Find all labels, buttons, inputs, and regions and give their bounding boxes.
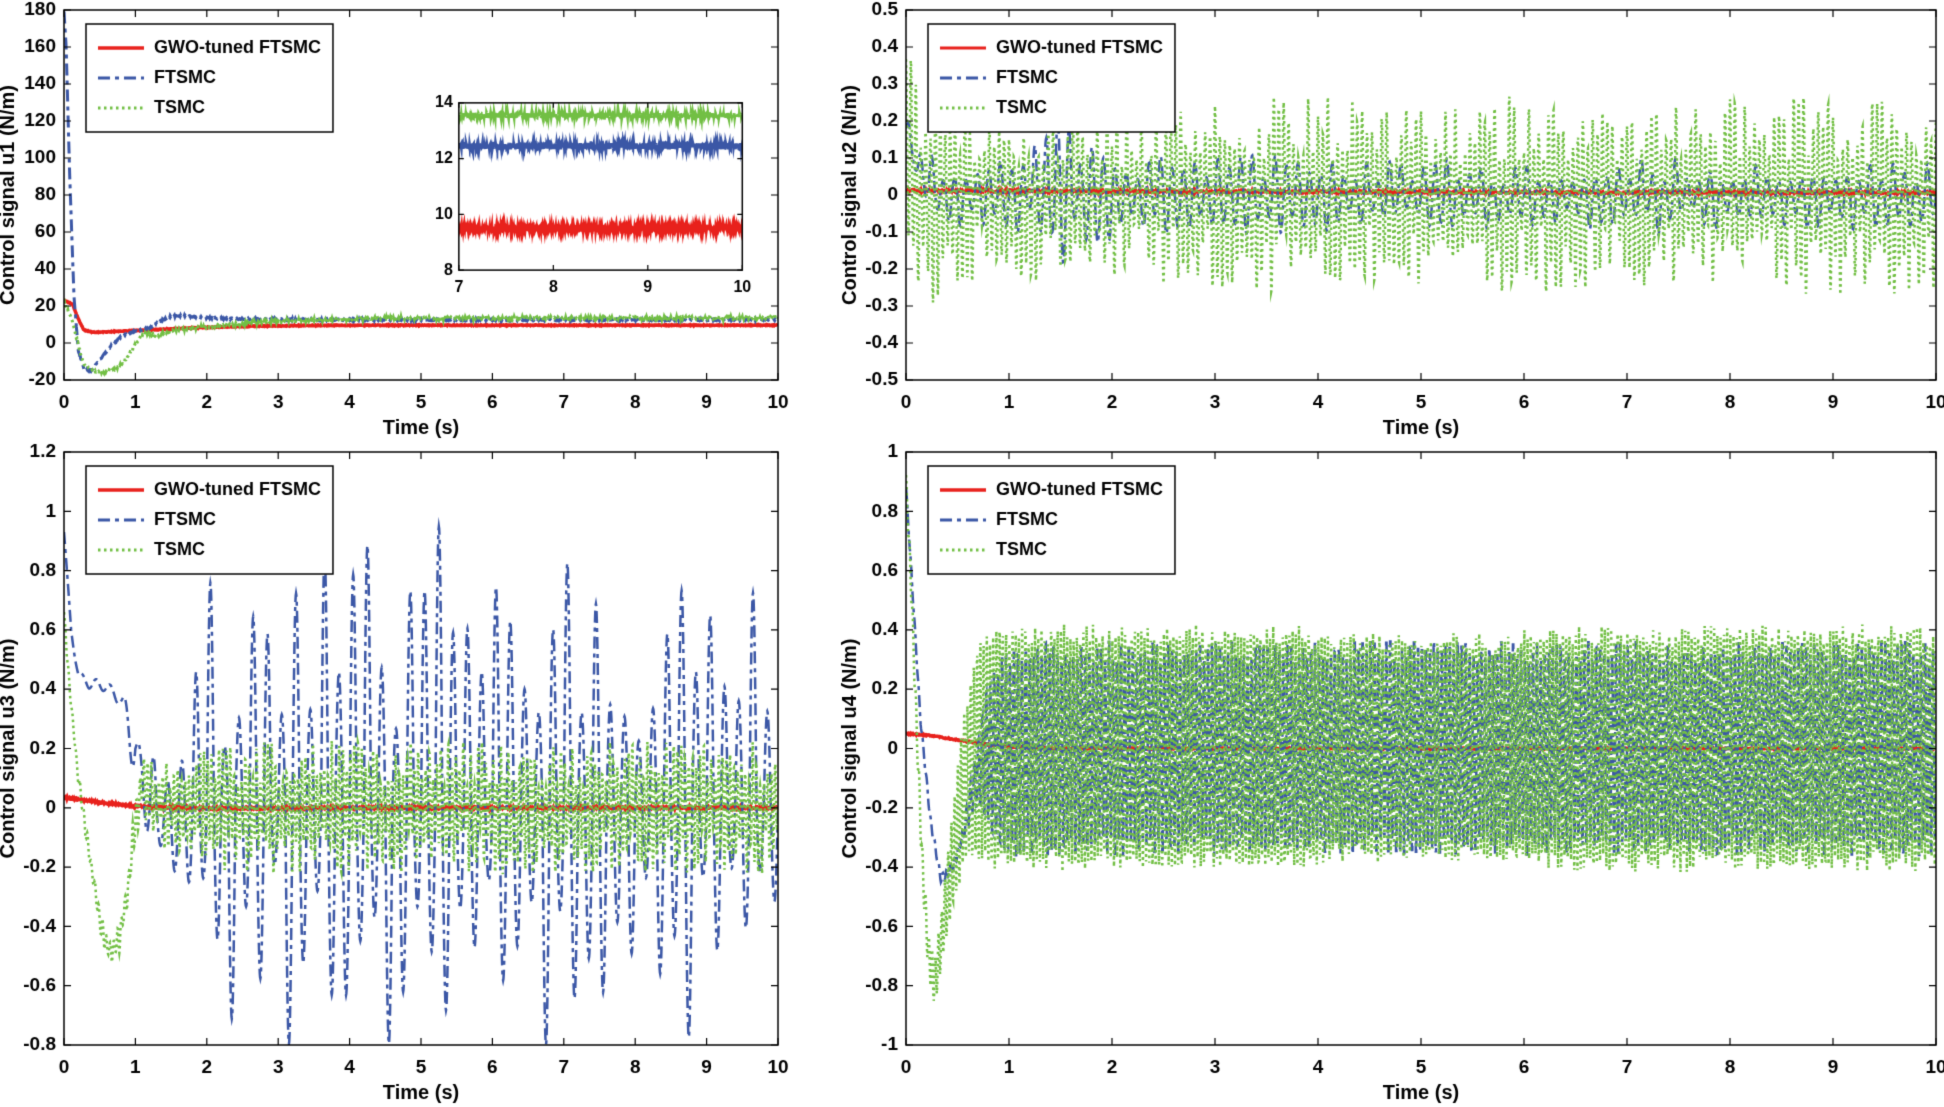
chart-u1-canvas [0, 0, 800, 440]
chart-u3-canvas [0, 440, 800, 1107]
chart-u2-canvas [800, 0, 1944, 440]
chart-u4-canvas [800, 440, 1944, 1107]
